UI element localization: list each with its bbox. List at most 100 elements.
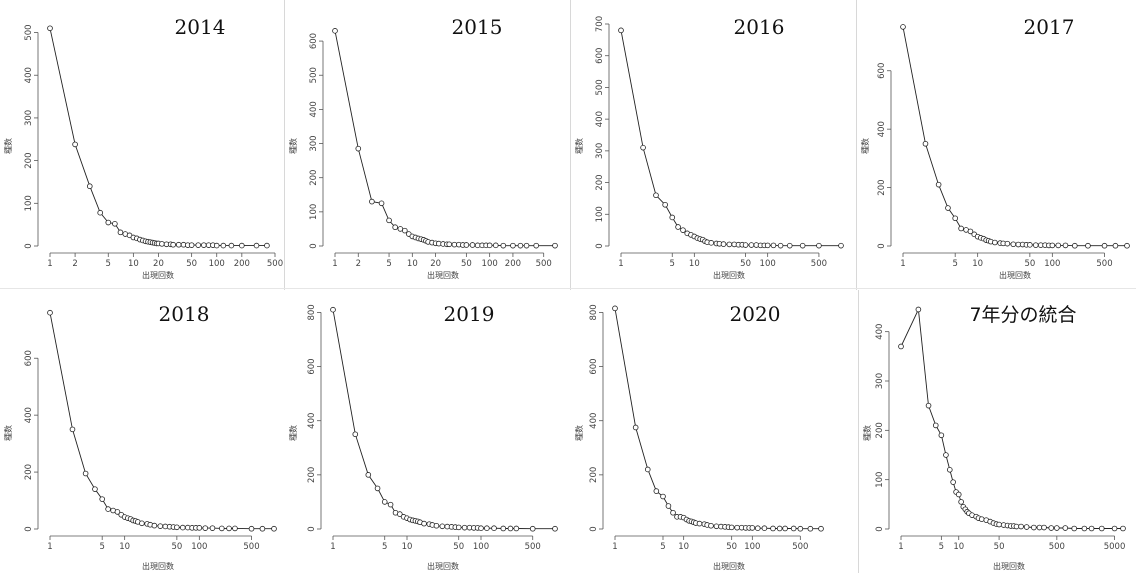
y-tick-label: 0: [309, 243, 319, 248]
y-axis-label: 種数: [3, 425, 13, 441]
data-point: [1071, 525, 1078, 532]
x-axis-label: 出現回数: [993, 561, 1025, 571]
data-point: [195, 242, 202, 248]
data-point: [1013, 523, 1020, 530]
data-point: [552, 525, 558, 532]
x-tick-label: 2: [72, 259, 77, 269]
data-point: [196, 525, 203, 531]
x-tick-label: 5: [939, 542, 944, 552]
x-tick-label: 10: [128, 259, 139, 269]
data-point: [259, 525, 266, 532]
data-point: [1112, 242, 1119, 249]
data-point: [386, 217, 392, 224]
data-point: [670, 509, 676, 516]
y-tick-label: 0: [24, 526, 34, 531]
x-tick-label: 5: [99, 542, 104, 552]
data-point: [1031, 524, 1037, 531]
panel-divider: [858, 290, 859, 573]
data-point: [253, 242, 260, 249]
y-tick-label: 0: [24, 243, 34, 248]
data-point: [533, 242, 540, 249]
data-point: [219, 525, 225, 532]
series-line: [334, 30, 555, 247]
chart-5: 2019 出現回数 種数 1 5 10 50 100 500 0 200 400 600 800: [288, 302, 558, 571]
data-point: [662, 201, 668, 208]
chart-panel-3: 2017 出現回数 種数 1 5 10 50 100 500 0 200 400 600: [857, 0, 1136, 286]
x-tick-label: 5000: [1104, 542, 1126, 552]
data-point: [653, 192, 659, 199]
x-tick-label: 50: [461, 259, 472, 269]
series-line: [614, 308, 821, 530]
x-tick-label: 500: [536, 259, 552, 269]
data-point: [640, 144, 646, 151]
x-tick-label: 10: [678, 542, 689, 552]
data-point: [202, 525, 209, 531]
y-tick-label: 0: [875, 526, 885, 531]
data-point: [381, 499, 388, 505]
data-point: [239, 242, 245, 249]
data-point: [82, 470, 89, 477]
data-point: [139, 520, 145, 527]
y-tick-label: 200: [24, 152, 34, 168]
chart-title: 2014: [175, 15, 226, 39]
data-point: [474, 242, 481, 249]
data-point: [352, 431, 359, 438]
x-tick-label: 5: [660, 542, 665, 552]
x-tick-label: 100: [191, 542, 207, 552]
y-tick-label: 100: [595, 206, 605, 222]
y-tick-label: 400: [877, 121, 887, 137]
y-tick-label: 600: [307, 358, 317, 374]
data-point: [1072, 242, 1078, 249]
y-tick-label: 100: [309, 204, 319, 220]
data-point: [500, 242, 507, 249]
x-axis-label: 出現回数: [142, 270, 174, 280]
data-point: [513, 525, 520, 532]
data-point: [938, 432, 945, 439]
x-tick-label: 500: [1049, 542, 1065, 552]
y-tick-label: 200: [24, 464, 34, 480]
data-point: [680, 227, 686, 233]
x-tick-label: 10: [402, 542, 413, 552]
data-point: [517, 242, 524, 249]
data-point: [818, 525, 824, 532]
chart-panel-5: 2019 出現回数 種数 1 5 10 50 100 500 0 200 400 600 800: [285, 287, 569, 573]
data-point: [369, 198, 375, 205]
data-point: [179, 524, 186, 531]
data-point: [1124, 242, 1130, 249]
data-point: [660, 493, 666, 500]
data-point: [797, 525, 804, 532]
data-point: [807, 525, 814, 532]
chart-4: 2018 出現回数 種数 1 5 10 50 100 500 0 200 400 600: [3, 302, 277, 571]
data-point: [397, 511, 403, 517]
x-tick-label: 50: [994, 542, 1005, 552]
x-tick-label: 100: [744, 542, 760, 552]
chart-panel-4: 2018 出現回数 種数 1 5 10 50 100 500 0 200 400 600: [0, 287, 284, 573]
series-line: [49, 312, 274, 530]
x-tick-label: 1: [47, 259, 52, 269]
data-point: [86, 183, 93, 190]
x-tick-label: 10: [407, 259, 418, 269]
data-point: [47, 25, 53, 32]
y-tick-label: 800: [307, 304, 317, 320]
chart-title: 2016: [734, 15, 785, 39]
y-tick-label: 200: [875, 422, 885, 438]
data-point: [1004, 240, 1011, 247]
data-point: [159, 241, 165, 247]
data-point: [507, 525, 514, 532]
x-tick-label: 20: [430, 259, 441, 269]
data-point: [748, 242, 755, 248]
data-point: [992, 239, 998, 246]
data-point: [935, 181, 942, 188]
data-point: [226, 525, 232, 532]
chart-7: 7年分の統合 出現回数 種数 1 5 10 50 500 5000 0 100 200 300 40…: [862, 304, 1126, 571]
x-tick-label: 2: [356, 259, 361, 269]
x-tick-label: 1: [900, 259, 905, 269]
data-point: [117, 229, 124, 236]
data-point: [1049, 242, 1056, 249]
data-point: [228, 242, 235, 249]
y-tick-label: 0: [595, 243, 605, 248]
chart-title: 2020: [730, 302, 781, 326]
data-point: [175, 241, 182, 248]
data-point: [478, 525, 484, 531]
data-point: [451, 241, 458, 248]
